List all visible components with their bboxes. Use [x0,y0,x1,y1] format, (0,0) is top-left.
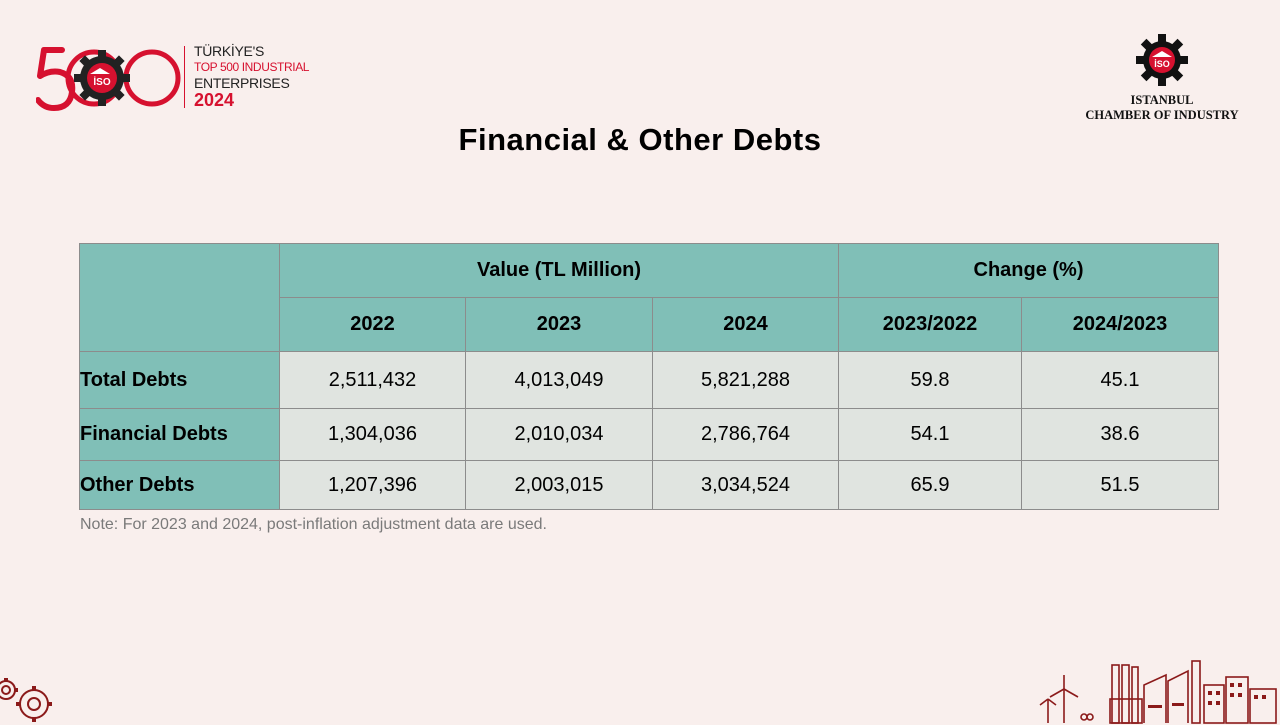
table-cell: 3,034,524 [652,460,839,510]
col-header: 2023/2022 [838,297,1022,352]
col-header: 2022 [279,297,466,352]
iso-badge-text: İSO [1154,59,1170,69]
table-row: Total Debts 2,511,432 4,013,049 5,821,28… [79,351,1219,409]
logo-year: 2024 [194,90,235,110]
logo-badge-text: İSO [93,75,110,88]
table-cell: 4,013,049 [465,351,653,409]
table-header-row: Value (TL Million) Change (%) [79,243,1219,352]
table-cell: 65.9 [838,460,1022,510]
group-header-value: Value (TL Million) [279,243,839,298]
chamber-name: ISTANBUL CHAMBER OF INDUSTRY [1072,93,1252,123]
logo-line1: TÜRKİYE'S [194,43,264,59]
table-cell: 54.1 [838,408,1022,461]
table-cell: 2,003,015 [465,460,653,510]
row-label: Other Debts [79,460,280,510]
logo-line3: ENTERPRISES [194,75,290,91]
col-header: 2024/2023 [1021,297,1219,352]
chamber-line2: CHAMBER OF INDUSTRY [1085,108,1239,122]
table-subheader-row: 2022 2023 2024 2023/2022 2024/2023 [80,297,1219,352]
col-header: 2023 [465,297,653,352]
logo-divider [184,46,185,108]
table-cell: 45.1 [1021,351,1219,409]
col-header: 2024 [652,297,839,352]
table-cell: 2,010,034 [465,408,653,461]
row-label: Total Debts [79,351,280,409]
table-row: Financial Debts 1,304,036 2,010,034 2,78… [79,408,1219,461]
table-cell: 1,207,396 [279,460,466,510]
table-row: Other Debts 1,207,396 2,003,015 3,034,52… [79,460,1219,510]
corner-header [79,243,280,352]
table-cell: 38.6 [1021,408,1219,461]
gears-icon [0,678,52,722]
table-cell: 51.5 [1021,460,1219,510]
footnote: Note: For 2023 and 2024, post-inflation … [80,516,547,533]
iso-gear-logo: İSO [1136,34,1188,86]
chamber-line1: ISTANBUL [1130,93,1194,107]
group-header-change: Change (%) [838,243,1219,298]
table-cell: 5,821,288 [652,351,839,409]
debts-table: Value (TL Million) Change (%) 2022 2023 … [79,243,1219,510]
table-cell: 59.8 [838,351,1022,409]
logo-tagline: TÜRKİYE'S TOP 500 INDUSTRIAL ENTERPRISES… [194,44,309,109]
row-label: Financial Debts [79,408,280,461]
top500-logo: İSO [36,47,181,111]
logo-line2: TOP 500 INDUSTRIAL [194,60,310,74]
table-cell: 2,786,764 [652,408,839,461]
table-cell: 1,304,036 [279,408,466,461]
page-title: Financial & Other Debts [458,122,822,157]
table-cell: 2,511,432 [279,351,466,409]
industrial-skyline-icon [1039,660,1277,724]
